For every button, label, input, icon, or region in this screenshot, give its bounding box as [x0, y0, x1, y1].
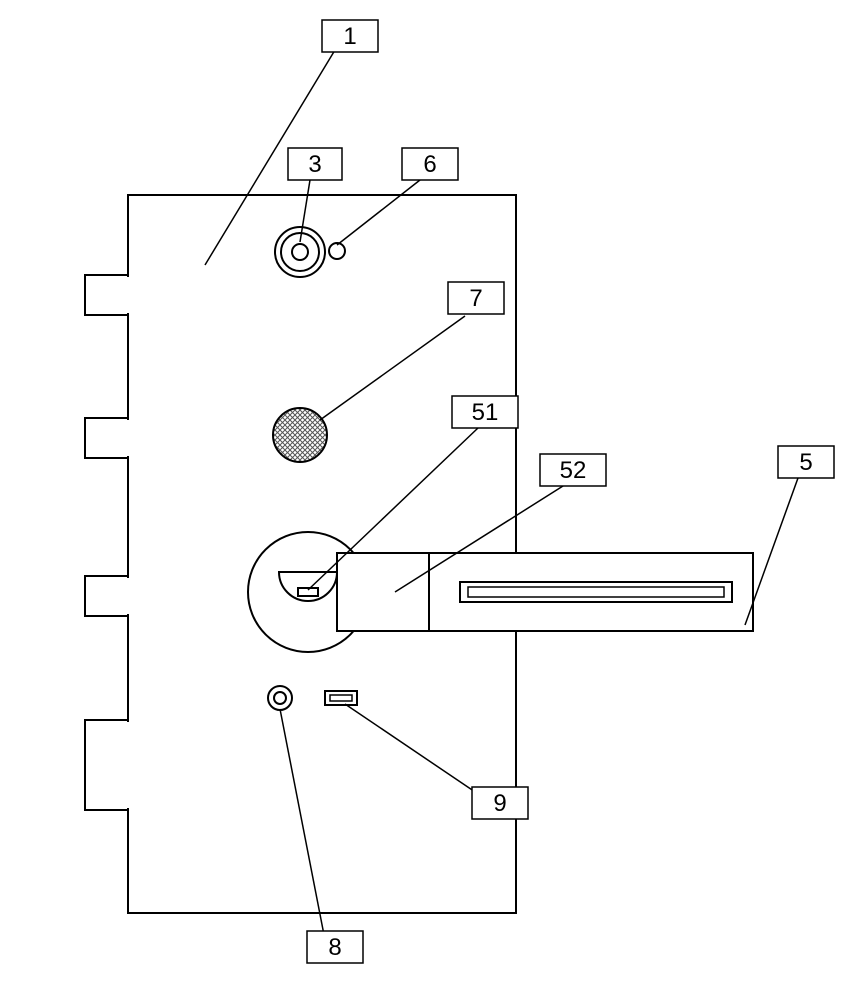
label-1: 1 [322, 20, 378, 52]
svg-text:8: 8 [328, 934, 341, 961]
label-7: 7 [448, 282, 504, 314]
part-8 [268, 686, 292, 710]
part-5-handle [429, 553, 753, 631]
svg-text:6: 6 [423, 151, 436, 178]
label-6: 6 [402, 148, 458, 180]
label-5: 5 [778, 446, 834, 478]
part-6 [329, 243, 345, 259]
svg-text:3: 3 [308, 151, 321, 178]
part-9 [325, 691, 357, 705]
label-9: 9 [472, 787, 528, 819]
labels: 1 3 6 7 51 52 5 9 [288, 20, 834, 963]
svg-text:9: 9 [493, 790, 506, 817]
svg-text:5: 5 [799, 449, 812, 476]
label-8: 8 [307, 931, 363, 963]
part-52 [337, 553, 429, 631]
svg-text:52: 52 [560, 457, 587, 484]
left-tabs [85, 275, 128, 810]
svg-text:7: 7 [469, 285, 482, 312]
label-51: 51 [452, 396, 518, 428]
part-7 [273, 408, 327, 462]
label-52: 52 [540, 454, 606, 486]
part-3 [275, 227, 325, 277]
svg-text:1: 1 [343, 23, 356, 50]
technical-diagram: 1 3 6 7 51 52 5 9 [0, 0, 846, 1000]
label-3: 3 [288, 148, 342, 180]
svg-text:51: 51 [472, 399, 499, 426]
